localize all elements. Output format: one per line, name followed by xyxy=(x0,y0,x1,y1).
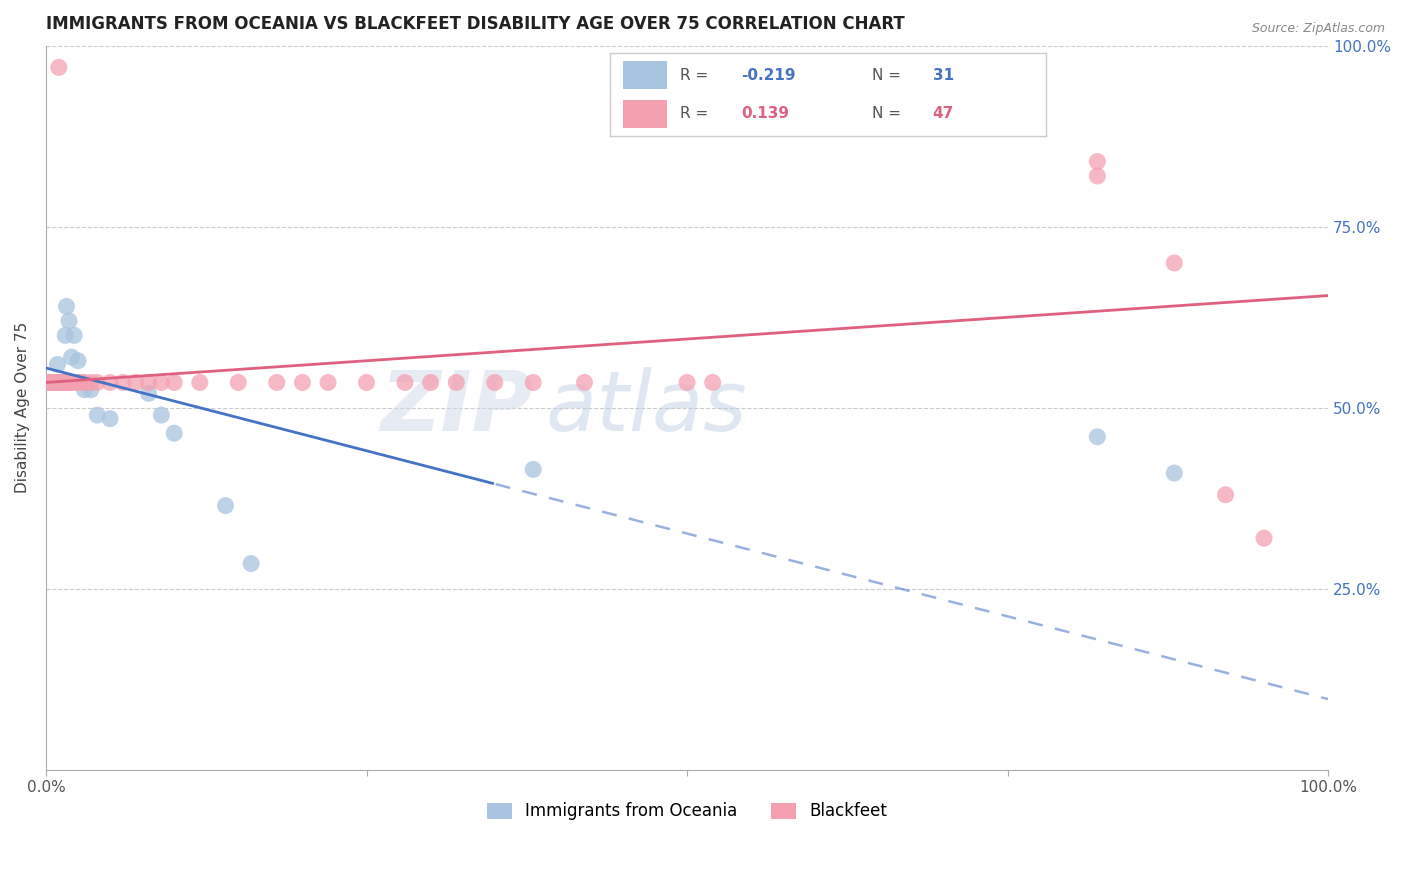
Text: IMMIGRANTS FROM OCEANIA VS BLACKFEET DISABILITY AGE OVER 75 CORRELATION CHART: IMMIGRANTS FROM OCEANIA VS BLACKFEET DIS… xyxy=(46,15,904,33)
Point xyxy=(1085,430,1108,444)
Point xyxy=(38,376,60,390)
Point xyxy=(44,376,66,390)
Text: ZIP: ZIP xyxy=(381,368,533,449)
Point xyxy=(226,376,249,390)
Point xyxy=(98,376,121,390)
Point xyxy=(394,376,416,390)
Point xyxy=(98,411,121,425)
Point xyxy=(138,386,160,401)
Point xyxy=(66,353,89,368)
Legend: Immigrants from Oceania, Blackfeet: Immigrants from Oceania, Blackfeet xyxy=(481,796,894,827)
Point xyxy=(316,376,339,390)
Point xyxy=(80,383,103,397)
Point xyxy=(38,376,60,390)
Point xyxy=(49,376,72,390)
Point xyxy=(291,376,314,390)
Point xyxy=(163,426,186,441)
Point xyxy=(53,328,76,343)
Point xyxy=(522,462,544,476)
Point xyxy=(125,376,148,390)
Point xyxy=(240,557,263,571)
Point xyxy=(63,376,86,390)
Point xyxy=(51,376,73,390)
Point xyxy=(55,300,77,314)
Point xyxy=(111,376,134,390)
Point xyxy=(58,376,80,390)
Point xyxy=(60,350,83,364)
Point xyxy=(266,376,288,390)
Point xyxy=(1215,488,1237,502)
Point xyxy=(48,376,70,390)
Point xyxy=(63,328,86,343)
Point xyxy=(214,499,236,513)
Point xyxy=(44,376,66,390)
Point xyxy=(484,376,506,390)
Point xyxy=(419,376,441,390)
Point xyxy=(163,376,186,390)
Point xyxy=(356,376,378,390)
Point xyxy=(52,376,75,390)
Point xyxy=(1253,531,1275,545)
Point xyxy=(46,376,69,390)
Point xyxy=(70,376,93,390)
Point xyxy=(52,376,75,390)
Point xyxy=(138,376,160,390)
Point xyxy=(60,376,83,390)
Point xyxy=(51,376,73,390)
Point xyxy=(676,376,699,390)
Point xyxy=(1163,466,1185,480)
Text: atlas: atlas xyxy=(546,368,748,449)
Point xyxy=(52,376,75,390)
Point xyxy=(73,383,96,397)
Point xyxy=(38,376,60,390)
Point xyxy=(150,376,173,390)
Point xyxy=(150,408,173,422)
Point xyxy=(188,376,211,390)
Point xyxy=(86,408,108,422)
Point xyxy=(42,376,65,390)
Point xyxy=(80,376,103,390)
Point xyxy=(45,376,67,390)
Point xyxy=(73,376,96,390)
Point xyxy=(39,376,62,390)
Point xyxy=(39,376,62,390)
Point xyxy=(42,376,65,390)
Y-axis label: Disability Age Over 75: Disability Age Over 75 xyxy=(15,322,30,493)
Point xyxy=(1163,256,1185,270)
Point xyxy=(55,376,77,390)
Point xyxy=(574,376,596,390)
Point xyxy=(58,314,80,328)
Point xyxy=(53,376,76,390)
Point xyxy=(48,61,70,75)
Point xyxy=(66,376,89,390)
Point xyxy=(1085,154,1108,169)
Text: Source: ZipAtlas.com: Source: ZipAtlas.com xyxy=(1251,22,1385,36)
Point xyxy=(46,357,69,371)
Point xyxy=(49,376,72,390)
Point xyxy=(1085,169,1108,183)
Point xyxy=(446,376,468,390)
Point xyxy=(86,376,108,390)
Point xyxy=(41,376,63,390)
Point xyxy=(702,376,724,390)
Point xyxy=(38,376,60,390)
Point xyxy=(522,376,544,390)
Point xyxy=(41,376,63,390)
Point xyxy=(45,376,67,390)
